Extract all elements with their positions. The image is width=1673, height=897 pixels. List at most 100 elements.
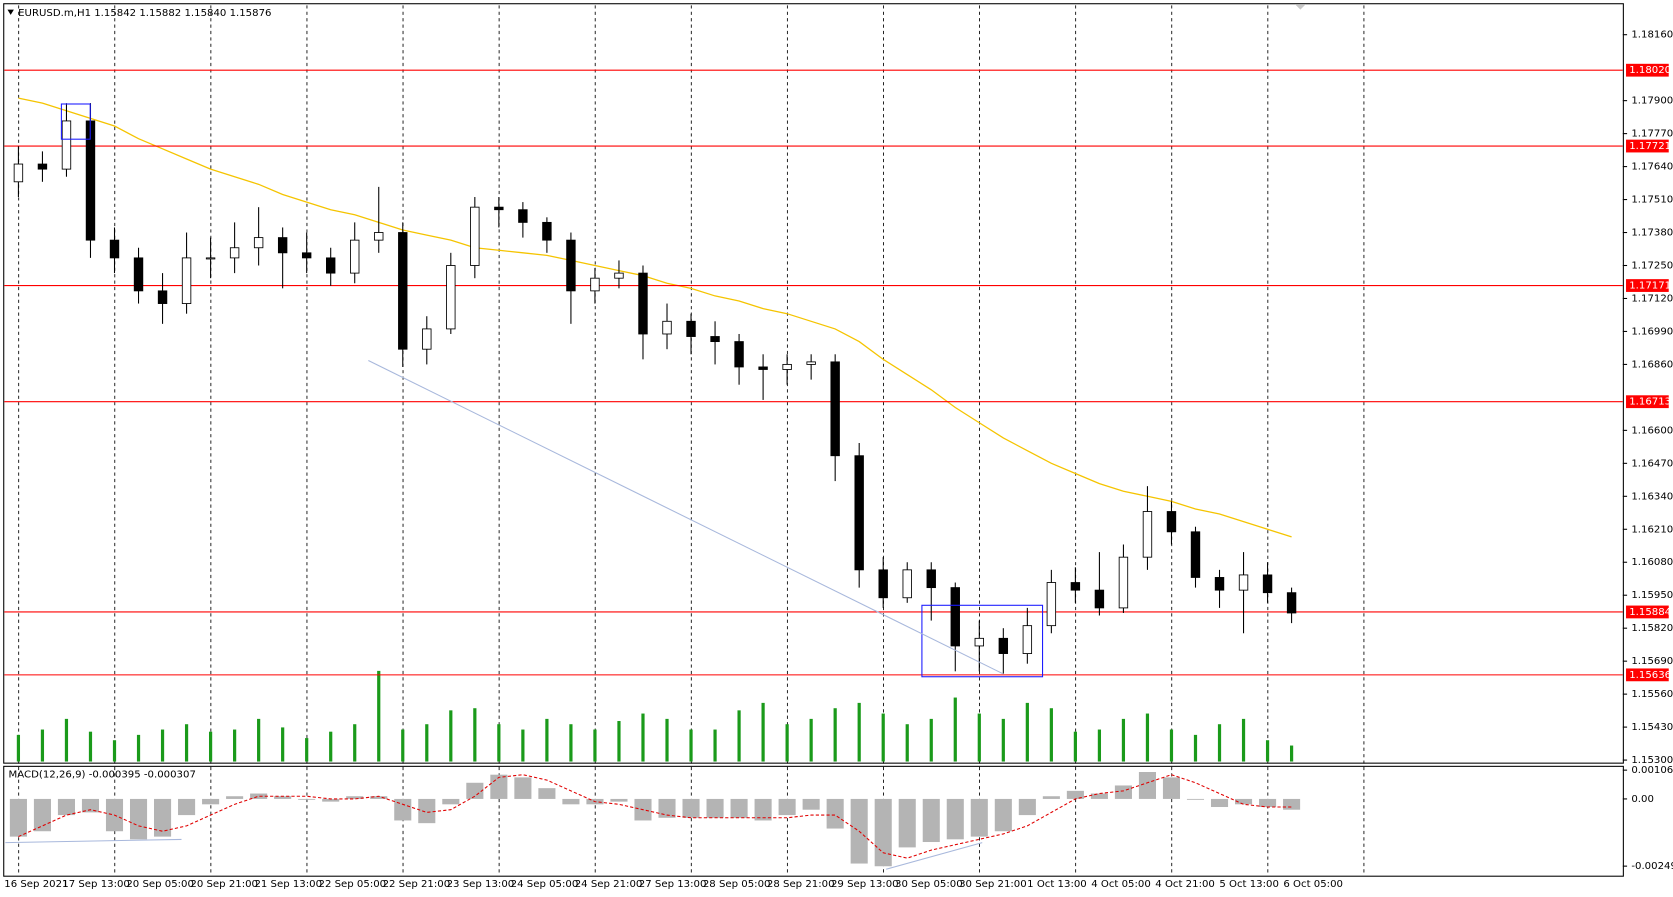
volume-bar: [737, 710, 741, 762]
volume-bar: [353, 724, 357, 762]
x-tick-label: 29 Sep 13:00: [831, 879, 899, 890]
volume-bar: [401, 729, 405, 762]
x-tick-label: 5 Oct 13:00: [1219, 879, 1279, 890]
volume-bar: [1001, 718, 1005, 762]
macd-bar: [754, 798, 772, 821]
x-tick-label: 4 Oct 05:00: [1091, 879, 1151, 890]
y-tick-label: 1.17770: [1631, 129, 1673, 140]
shift-marker: [1295, 4, 1306, 10]
volume-bar: [40, 729, 45, 762]
y-tick-label: 1.15430: [1631, 722, 1673, 733]
x-tick-label: 30 Sep 05:00: [895, 879, 963, 890]
candle-body: [157, 290, 168, 304]
macd-bar: [610, 798, 628, 802]
macd-bar: [1234, 798, 1253, 805]
macd-bar: [706, 798, 724, 818]
macd-bar: [682, 798, 700, 818]
candle-body: [1070, 582, 1081, 591]
volume-bar: [1289, 745, 1294, 762]
trend-line: [5, 838, 182, 844]
level-label: 1.15884: [1629, 607, 1671, 618]
x-tick-label: 20 Sep 05:00: [126, 879, 194, 890]
candle-body: [638, 272, 648, 335]
macd-bar: [490, 774, 508, 799]
candle-body: [782, 363, 792, 370]
candle-body: [1238, 574, 1249, 591]
candle-body: [1094, 589, 1105, 609]
volume-bar: [977, 713, 981, 762]
candle-body: [1022, 625, 1033, 654]
y-tick-label: 1.16990: [1631, 326, 1673, 337]
y-tick-label: 1.17380: [1631, 228, 1673, 239]
level-tag: [1626, 139, 1669, 153]
macd-bar: [81, 798, 100, 813]
macd-bar: [33, 798, 51, 832]
volume-bar: [1121, 718, 1126, 762]
macd-bar: [442, 798, 460, 805]
volume-bar: [449, 710, 453, 762]
y-tick-label: 1.15690: [1631, 656, 1673, 667]
candle-body: [1166, 511, 1177, 533]
volume-bar: [1097, 729, 1102, 762]
candle-body: [1214, 577, 1225, 591]
macd-bar: [538, 788, 556, 799]
y-tick-label: 1.17510: [1631, 195, 1673, 206]
candle-body: [494, 206, 504, 211]
main-pane-frame: [3, 3, 1624, 764]
menu-triangle: [7, 9, 14, 15]
candle-body: [229, 247, 240, 259]
volume-bar: [377, 670, 381, 762]
level-tag: [1626, 279, 1669, 292]
y-tick-label: 1.16860: [1631, 359, 1673, 370]
x-tick-label: 6 Oct 05:00: [1283, 879, 1343, 890]
candle-body: [614, 272, 624, 279]
x-tick-label: 4 Oct 21:00: [1155, 879, 1215, 890]
volume-bar: [833, 708, 837, 762]
level-tag: [1626, 63, 1669, 77]
macd-bar: [322, 798, 340, 802]
macd-bar: [1114, 785, 1132, 799]
macd-bar: [874, 798, 892, 867]
macd-bar: [922, 798, 940, 843]
x-tick-label: 27 Sep 13:00: [639, 879, 707, 890]
macd-bar: [1018, 798, 1036, 816]
macd-bar: [1186, 798, 1205, 800]
volume-bar: [521, 729, 525, 762]
y-tick-label: 1.16080: [1631, 557, 1673, 568]
candle-body: [422, 328, 432, 350]
y-tick-label: 1.16600: [1631, 425, 1673, 436]
volume-bar: [593, 729, 597, 762]
level-tag: [1626, 605, 1669, 619]
x-tick-label: 23 Sep 13:00: [447, 879, 515, 890]
x-tick-label: 28 Sep 21:00: [767, 879, 835, 890]
y-tick-label: 1.15950: [1631, 590, 1673, 601]
volume-bar: [64, 718, 69, 762]
candle-body: [301, 252, 312, 259]
candle-body: [13, 163, 24, 183]
macd-bar: [57, 798, 76, 816]
volume-bar: [1073, 731, 1077, 762]
y-tick-label: 1.15820: [1631, 623, 1673, 634]
trend-line: [368, 360, 1004, 675]
y-tick-label: 1.17640: [1631, 162, 1673, 173]
trend-line: [886, 842, 983, 870]
macd-bar: [826, 798, 844, 829]
candle-body: [854, 455, 864, 571]
volume-bar: [16, 734, 21, 762]
y-tick-label: 1.15300: [1631, 755, 1673, 766]
x-tick-label: 24 Sep 05:00: [511, 879, 579, 890]
volume-bar: [497, 724, 501, 762]
candle-body: [133, 257, 144, 292]
macd-bar: [970, 798, 988, 837]
y-tick-label: 1.17900: [1631, 96, 1673, 107]
candle-body: [1118, 556, 1129, 609]
volume-bar: [88, 731, 93, 762]
candle-body: [542, 221, 552, 241]
volume-bar: [425, 724, 429, 762]
macd-bar: [1090, 793, 1108, 799]
candle-body: [998, 637, 1009, 654]
x-tick-label: 17 Sep 13:00: [62, 879, 130, 890]
macd-title: MACD(12,26,9) -0.000395 -0.000307: [9, 769, 196, 780]
chart-header: EURUSD.m,H1 1.15842 1.15882 1.15840 1.15…: [18, 8, 271, 19]
